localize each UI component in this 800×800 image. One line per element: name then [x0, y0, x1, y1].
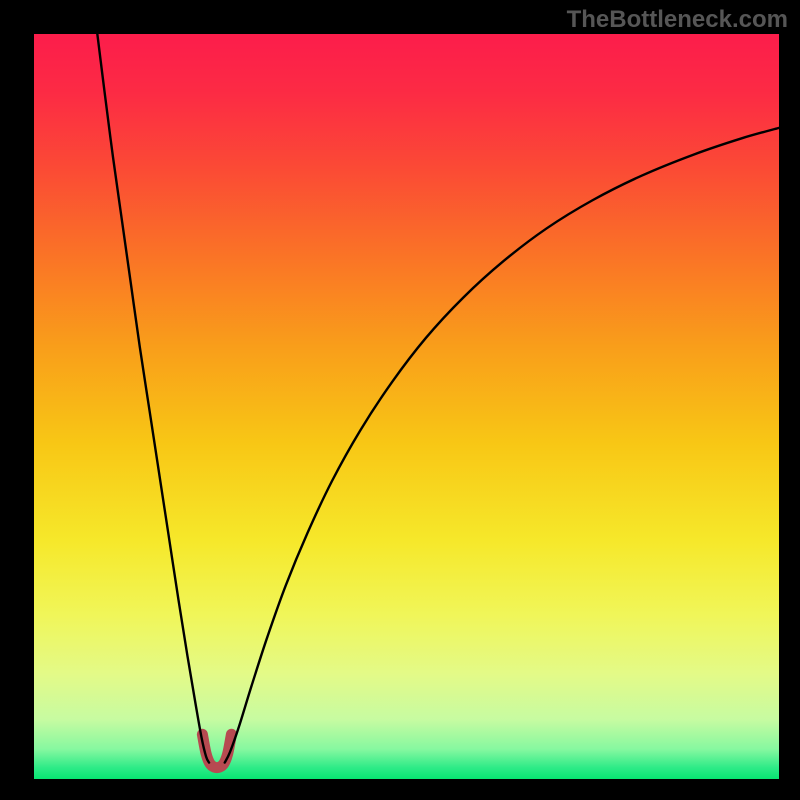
- right-curve: [225, 128, 779, 763]
- dip-curve: [202, 734, 231, 767]
- curve-layer: [0, 0, 800, 800]
- curve-group: [97, 34, 779, 768]
- watermark-text: TheBottleneck.com: [567, 6, 788, 34]
- left-curve: [97, 34, 209, 763]
- chart-container: TheBottleneck.com: [0, 0, 800, 800]
